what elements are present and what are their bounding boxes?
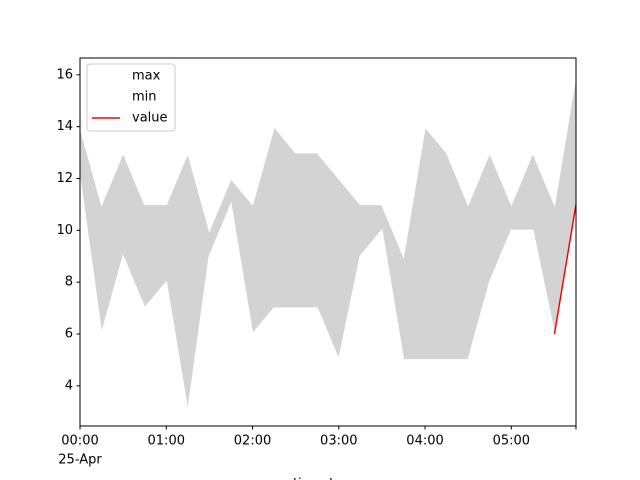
x-tick-label: 04:00 [406,434,443,449]
legend-label: max [132,69,161,84]
x-date-label: 25-Apr [58,453,102,468]
x-tick-label: 01:00 [148,434,185,449]
plot-frame [79,57,577,427]
legend: max min value [86,63,176,132]
x-tick-label: 02:00 [234,434,271,449]
legend-label: min [132,90,157,105]
y-tick-label: 6 [65,327,73,342]
x-tick-label: 00:00 [61,434,98,449]
series-line [79,74,577,259]
y-tick-label: 10 [56,223,73,238]
range-fill [80,74,576,412]
y-tick-label: 4 [65,378,73,393]
x-tick-label: 05:00 [493,434,530,449]
y-tick-label: 8 [65,275,73,290]
y-tick-label: 12 [56,171,73,186]
legend-label: value [132,111,168,126]
y-tick-label: 16 [56,67,73,82]
legend-box [86,63,176,132]
x-axis-label: timestamp [293,477,363,480]
y-tick-label: 14 [56,119,73,134]
series-line [79,178,577,412]
x-tick-label: 03:00 [320,434,357,449]
series-line [553,204,577,335]
